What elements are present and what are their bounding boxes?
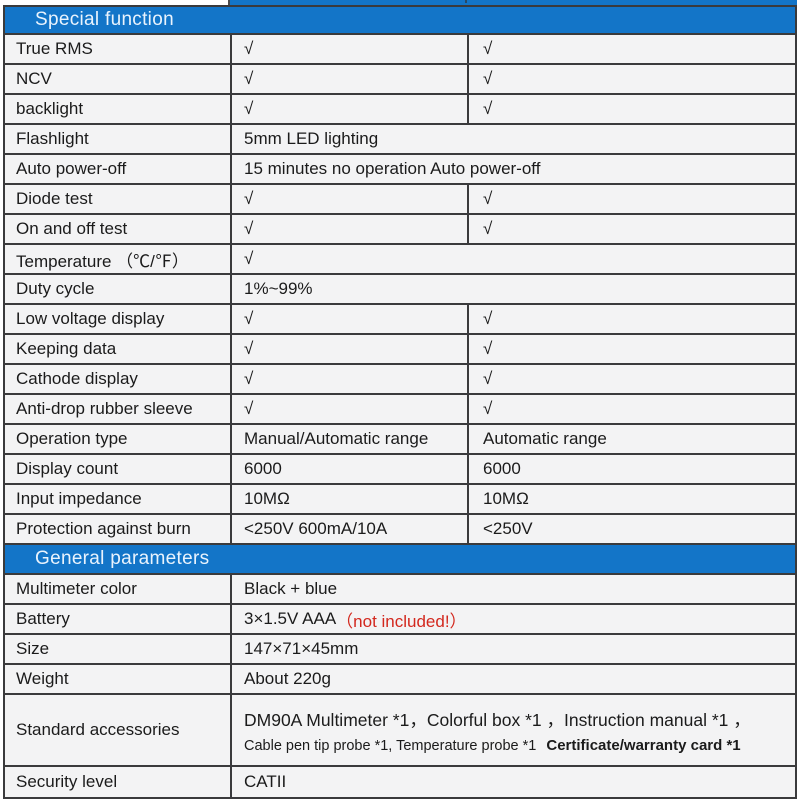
row-label: Diode test [5,185,232,213]
row-value-merged: 147×71×45mm [244,639,359,658]
spec-row-flashlight: Flashlight 5mm LED lighting [5,125,795,155]
spec-row-input-impedance: Input impedance 10MΩ 10MΩ [5,485,795,515]
cropped-row-strip-right [230,0,797,5]
row-label: Multimeter color [5,575,232,603]
row-value-model1: <250V 600mA/10A [232,515,469,543]
spec-row-protection-against-burn: Protection against burn <250V 600mA/10A … [5,515,795,545]
spec-row-keeping-data: Keeping data √ √ [5,335,795,365]
cropped-row-strip-left [3,0,230,5]
row-label: Operation type [5,425,232,453]
row-value-model2: <250V [483,519,533,538]
spec-row-auto-power-off: Auto power-off 15 minutes no operation A… [5,155,795,185]
row-value-merged: DM90A Multimeter *1，Colorful box *1 ，Ins… [232,695,795,765]
spec-row-battery: Battery 3×1.5V AAA （not included!） [5,605,795,635]
row-label: Input impedance [5,485,232,513]
spec-row-diode-test: Diode test √ √ [5,185,795,215]
row-value-model2: √ [483,339,493,358]
battery-value: 3×1.5V AAA [244,609,337,628]
row-value-model1: √ [232,185,469,213]
spec-row-weight: Weight About 220g [5,665,795,695]
row-label: NCV [5,65,232,93]
row-value-model2: √ [483,309,493,328]
spec-row-low-voltage-display: Low voltage display √ √ [5,305,795,335]
row-value-model2: 10MΩ [483,489,529,508]
row-value-model1: 6000 [232,455,469,483]
row-label: Auto power-off [5,155,232,183]
row-label: Display count [5,455,232,483]
spec-row-size: Size 147×71×45mm [5,635,795,665]
row-label: Temperature （℃/℉） [5,245,232,273]
row-value-model1: Manual/Automatic range [232,425,469,453]
row-value-model1: √ [232,65,469,93]
row-label: Keeping data [5,335,232,363]
row-label: Protection against burn [5,515,232,543]
spec-row-security-level: Security level CATII [5,767,795,797]
accessories-line-2-normal: Cable pen tip probe *1, Temperature prob… [244,737,537,754]
row-value-model2: √ [483,99,493,118]
row-label: Duty cycle [5,275,232,303]
row-value-model2: √ [483,39,493,58]
row-value-merged: 15 minutes no operation Auto power-off [244,159,541,178]
row-value-model1: √ [232,365,469,393]
row-value-model1: √ [232,395,469,423]
row-value-model2: √ [483,369,493,388]
spec-row-operation-type: Operation type Manual/Automatic range Au… [5,425,795,455]
accessories-line-2-bold: Certificate/warranty card *1 [546,736,741,754]
row-label: Flashlight [5,125,232,153]
cropped-divider-tick [465,0,467,3]
spec-row-display-count: Display count 6000 6000 [5,455,795,485]
row-label: True RMS [5,35,232,63]
row-label: Security level [5,767,232,797]
section-header-general-parameters: General parameters [5,545,795,575]
row-value-model2: √ [483,189,493,208]
row-label: Low voltage display [5,305,232,333]
row-value-merged: √ [244,249,254,268]
row-label: backlight [5,95,232,123]
row-value-model1: √ [232,335,469,363]
battery-not-included-note: （not included!） [336,611,467,631]
row-value-model2: √ [483,69,493,88]
row-value-model2: √ [483,219,493,238]
row-label: Standard accessories [5,695,232,765]
row-value-model1: √ [232,305,469,333]
accessories-line-2: Cable pen tip probe *1, Temperature prob… [244,737,795,754]
cropped-row-strip [3,0,797,5]
spec-row-anti-drop-rubber-sleeve: Anti-drop rubber sleeve √ √ [5,395,795,425]
row-label: Battery [5,605,232,633]
spec-row-cathode-display: Cathode display √ √ [5,365,795,395]
section-header-special-function: Special function [5,7,795,35]
spec-row-duty-cycle: Duty cycle 1%~99% [5,275,795,305]
row-label: Cathode display [5,365,232,393]
row-label: Weight [5,665,232,693]
row-value-model2: Automatic range [483,429,607,448]
spec-row-ncv: NCV √ √ [5,65,795,95]
row-value-merged: 5mm LED lighting [244,129,379,148]
spec-table: Special function True RMS √ √ NCV √ √ ba… [3,5,797,799]
row-value-model1: √ [232,35,469,63]
row-value-merged: CATII [244,772,287,791]
row-value-merged: Black + blue [244,579,338,598]
row-value-merged: 3×1.5V AAA （not included!） [232,605,795,633]
accessories-line-1: DM90A Multimeter *1，Colorful box *1 ，Ins… [244,709,751,730]
row-value-model2: √ [483,399,493,418]
spec-row-backlight: backlight √ √ [5,95,795,125]
row-value-merged: About 220g [244,669,331,688]
row-label: Size [5,635,232,663]
row-value-merged: 1%~99% [244,279,313,298]
spec-row-true-rms: True RMS √ √ [5,35,795,65]
row-label: Anti-drop rubber sleeve [5,395,232,423]
spec-row-standard-accessories: Standard accessories DM90A Multimeter *1… [5,695,795,767]
spec-row-on-and-off-test: On and off test √ √ [5,215,795,245]
spec-row-multimeter-color: Multimeter color Black + blue [5,575,795,605]
row-value-model2: 6000 [483,459,521,478]
row-value-model1: √ [232,215,469,243]
row-value-model1: 10MΩ [232,485,469,513]
row-label: On and off test [5,215,232,243]
row-value-model1: √ [232,95,469,123]
spec-row-temperature: Temperature （℃/℉） √ [5,245,795,275]
